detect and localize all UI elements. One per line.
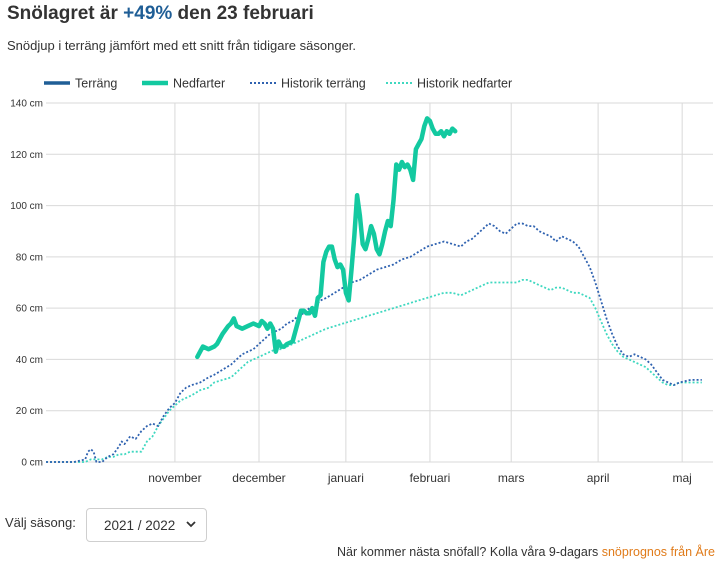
legend-label-nedfarter[interactable]: Nedfarter <box>173 77 225 91</box>
y-tick-label: 60 cm <box>16 304 43 315</box>
x-tick-label: april <box>587 471 610 485</box>
series-line-historik-nedfarter <box>46 279 702 463</box>
x-tick-label: januari <box>327 471 364 485</box>
chevron-down-icon <box>186 521 196 528</box>
y-tick-label: 140 cm <box>10 99 43 110</box>
chart-series <box>46 116 702 463</box>
y-axis-ticks: 0 cm 20 cm 40 cm 60 cm 80 cm 100 cm 120 cm 140 … <box>10 99 43 469</box>
page-title: Snölagret är +49% den 23 februari <box>7 3 314 25</box>
snow-forecast-link[interactable]: snöprognos från Åre <box>601 545 715 559</box>
footer-text: När kommer nästa snöfall? Kolla våra 9-d… <box>337 545 715 559</box>
x-tick-label: maj <box>673 471 692 485</box>
y-tick-label: 0 cm <box>21 458 43 469</box>
snow-depth-chart: Terräng Nedfarter Historik terräng Historik… <box>10 77 713 485</box>
y-tick-label: 100 cm <box>10 201 43 212</box>
title-suffix: den 23 februari <box>172 3 314 24</box>
season-label: Välj säsong: <box>5 515 76 530</box>
x-tick-label: februari <box>410 471 451 485</box>
series-line-nedfarter <box>195 116 458 360</box>
title-prefix: Snölagret är <box>7 3 124 24</box>
season-select-value: 2021 / 2022 <box>104 517 176 533</box>
legend-label-terrang[interactable]: Terräng <box>75 77 117 91</box>
chart-grid <box>46 102 713 463</box>
x-tick-label: mars <box>498 471 525 485</box>
page-subtitle: Snödjup i terräng jämfört med ett snitt … <box>7 38 357 53</box>
x-axis-ticks: november december januari februari mars april… <box>148 471 692 485</box>
legend-label-historik-terrang[interactable]: Historik terräng <box>281 77 366 91</box>
x-tick-label: december <box>232 471 285 485</box>
chart-legend: Terräng Nedfarter Historik terräng Historik… <box>44 77 512 91</box>
x-tick-label: november <box>148 471 201 485</box>
y-tick-label: 120 cm <box>10 150 43 161</box>
series-line-historik-terrang <box>46 222 702 463</box>
legend-label-historik-nedfarter[interactable]: Historik nedfarter <box>417 77 512 91</box>
season-select[interactable]: 2021 / 2022 <box>86 508 207 542</box>
y-tick-label: 80 cm <box>16 252 43 263</box>
title-percentage: +49% <box>123 3 173 24</box>
footer-message: När kommer nästa snöfall? Kolla våra 9-d… <box>337 545 602 559</box>
y-tick-label: 20 cm <box>16 406 43 417</box>
y-tick-label: 40 cm <box>16 355 43 366</box>
